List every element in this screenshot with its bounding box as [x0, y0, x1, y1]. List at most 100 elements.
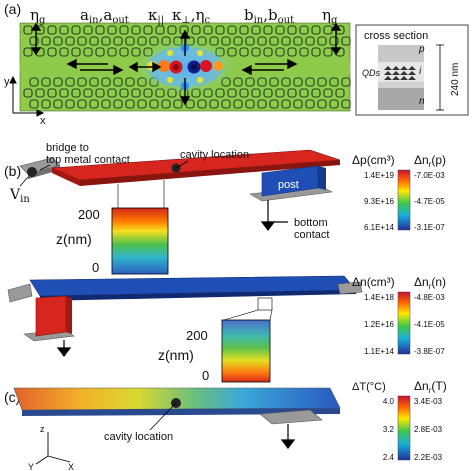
- legend-p-left-title: Δp(cm³): [352, 153, 395, 167]
- n-bottom-arrow: [56, 340, 72, 357]
- phc-hole: [251, 47, 261, 57]
- phc-hole: [89, 36, 99, 46]
- phc-hole: [131, 25, 141, 35]
- legend-n: Δn(cm³) Δnr(n) 1.4E+18 -4.8E-03 1.2E+16 -4.…: [352, 275, 446, 356]
- phc-hole: [335, 88, 345, 98]
- kappa-parallel-label: κ||: [148, 6, 164, 26]
- phc-hole: [221, 99, 231, 109]
- phc-hole: [191, 25, 201, 35]
- n-doped-bar: [7, 275, 363, 303]
- phc-hole: [83, 25, 93, 35]
- inset1-bottom-tick: 0: [92, 260, 99, 275]
- phc-hole: [167, 25, 177, 35]
- inset2-top-tick: 200: [186, 328, 208, 343]
- phc-hole: [131, 88, 141, 98]
- phc-hole: [275, 25, 285, 35]
- phc-hole: [53, 77, 63, 87]
- phc-hole: [125, 77, 135, 87]
- phc-hole: [305, 77, 315, 87]
- phc-hole: [281, 36, 291, 46]
- inset1-top-tick: 200: [78, 207, 100, 222]
- phc-hole: [107, 25, 117, 35]
- legend-t-left-tick: 4.0: [383, 397, 395, 406]
- phc-hole: [95, 88, 105, 98]
- phc-hole: [23, 25, 33, 35]
- eta-g-right: η: [322, 6, 331, 24]
- phc-hole: [77, 36, 87, 46]
- phc-hole: [239, 47, 249, 57]
- phc-hole: [305, 99, 315, 109]
- legend-n-right-tick: -4.1E-05: [414, 320, 445, 329]
- phc-hole: [41, 99, 51, 109]
- svg-text:ηg: ηg: [30, 6, 46, 26]
- phc-hole: [131, 47, 141, 57]
- phc-hole: [233, 36, 243, 46]
- phc-hole: [215, 25, 225, 35]
- p-layer: [378, 45, 424, 62]
- cross-section-title: cross section: [364, 30, 428, 42]
- phc-hole: [275, 88, 285, 98]
- phc-hole: [227, 88, 237, 98]
- phc-hole: [257, 77, 267, 87]
- phc-hole: [341, 36, 351, 46]
- legend-n-left-title: Δn(cm³): [352, 275, 395, 289]
- phc-hole: [65, 99, 75, 109]
- phc-hole: [65, 77, 75, 87]
- legend-t-colorbar: [397, 395, 411, 461]
- kappa-perp-eta-c-label: κ⊥,ηc: [172, 6, 211, 26]
- inset2-bottom-tick: 0: [202, 368, 209, 383]
- phc-hole: [317, 77, 327, 87]
- post-block: [249, 165, 334, 202]
- phc-hole: [77, 99, 87, 109]
- phc-hole: [119, 25, 129, 35]
- phc-hole: [71, 88, 81, 98]
- phc-hole: [263, 25, 273, 35]
- legend-t-left-title: ΔT(°C): [352, 381, 386, 393]
- phc-hole: [29, 36, 39, 46]
- legend-t-right-title: Δnr(T): [414, 379, 447, 395]
- phc-hole: [155, 25, 165, 35]
- phc-hole: [221, 36, 231, 46]
- phc-hole: [323, 25, 333, 35]
- phc-hole: [107, 88, 117, 98]
- phc-hole: [101, 77, 111, 87]
- phc-hole: [311, 88, 321, 98]
- phc-hole: [293, 99, 303, 109]
- phc-hole: [245, 77, 255, 87]
- phc-hole: [215, 88, 225, 98]
- a-in-out-label: ain,aout: [80, 6, 129, 26]
- xyz-axes: [35, 432, 71, 465]
- phc-hole: [95, 25, 105, 35]
- phc-hole: [47, 25, 57, 35]
- phc-hole: [257, 99, 267, 109]
- phc-hole: [239, 25, 249, 35]
- phc-hole: [317, 99, 327, 109]
- legend-p-left-tick: 6.1E+14: [364, 223, 395, 232]
- legend-p-right-tick: -7.0E-03: [414, 171, 445, 180]
- phc-hole: [317, 36, 327, 46]
- phc-hole: [245, 99, 255, 109]
- phc-hole: [209, 99, 219, 109]
- n-layer: [378, 88, 424, 110]
- phc-hole: [269, 36, 279, 46]
- phc-hole: [329, 99, 339, 109]
- y3d-axis-label: Y: [28, 462, 34, 471]
- phc-hole: [47, 47, 57, 57]
- phc-hole: [275, 47, 285, 57]
- phc-hole: [227, 25, 237, 35]
- legend-p-left-tick: 1.4E+19: [364, 171, 395, 180]
- x-axis-label: x: [40, 115, 46, 127]
- phc-hole: [173, 99, 183, 109]
- inset1-axis-label: z(nm): [56, 231, 92, 247]
- phc-hole: [281, 99, 291, 109]
- phc-hole: [113, 99, 123, 109]
- legend-n-left-tick: 1.4E+18: [364, 293, 395, 302]
- phc-hole: [137, 36, 147, 46]
- cavity-location-label-c: cavity location: [104, 431, 173, 443]
- phc-hole: [59, 25, 69, 35]
- qds-label: QDs: [362, 68, 381, 78]
- phc-hole: [23, 47, 33, 57]
- inset2-axis-label: z(nm): [158, 347, 194, 363]
- phc-hole: [197, 99, 207, 109]
